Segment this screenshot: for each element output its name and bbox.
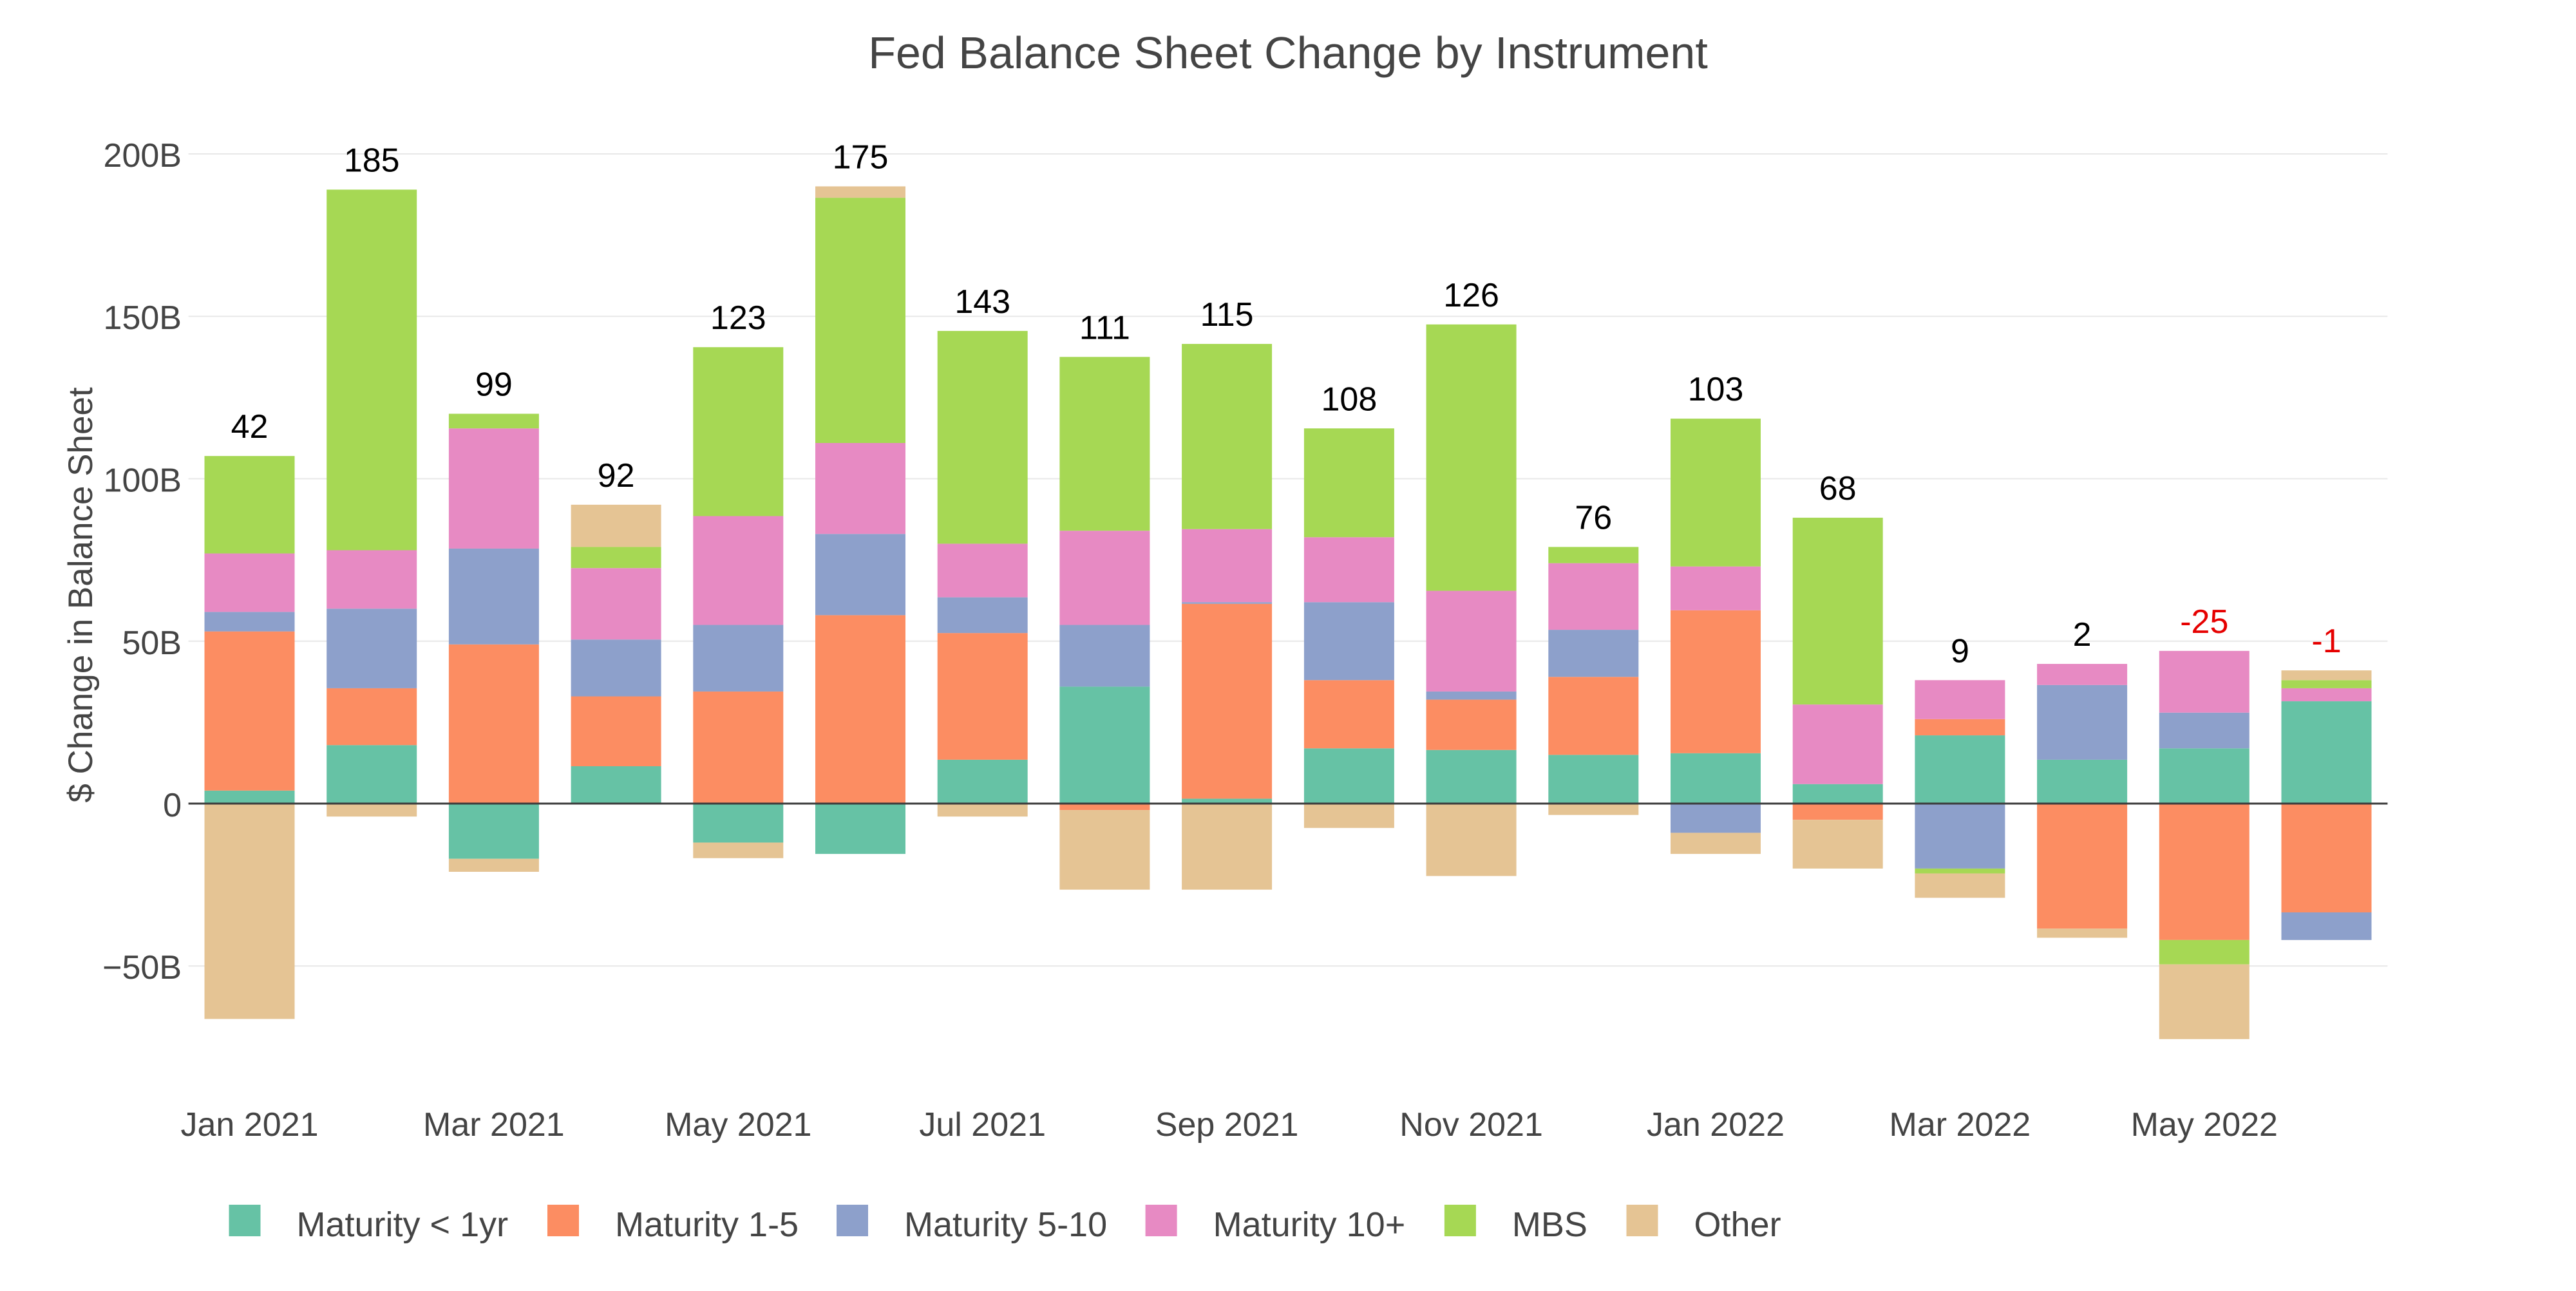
svg-text:Maturity 5-10: Maturity 5-10 bbox=[904, 1205, 1107, 1244]
svg-text:100B: 100B bbox=[104, 462, 182, 500]
svg-text:Mar 2021: Mar 2021 bbox=[423, 1106, 565, 1144]
svg-text:50B: 50B bbox=[122, 625, 182, 662]
svg-text:May 2022: May 2022 bbox=[2131, 1106, 2278, 1144]
svg-text:Jul 2021: Jul 2021 bbox=[919, 1106, 1046, 1144]
svg-text:175: 175 bbox=[833, 139, 889, 176]
svg-text:-1: -1 bbox=[2311, 623, 2341, 660]
svg-text:MBS: MBS bbox=[1512, 1205, 1587, 1244]
svg-text:126: 126 bbox=[1443, 277, 1499, 314]
svg-text:Jan 2022: Jan 2022 bbox=[1647, 1106, 1785, 1144]
svg-text:Sep 2021: Sep 2021 bbox=[1155, 1106, 1299, 1144]
svg-text:150B: 150B bbox=[104, 299, 182, 337]
svg-text:115: 115 bbox=[1200, 296, 1254, 334]
svg-text:2: 2 bbox=[2073, 616, 2092, 654]
svg-text:200B: 200B bbox=[104, 137, 182, 174]
svg-text:143: 143 bbox=[954, 283, 1010, 321]
svg-text:76: 76 bbox=[1575, 499, 1612, 536]
svg-text:0: 0 bbox=[163, 787, 182, 824]
svg-text:Mar 2022: Mar 2022 bbox=[1889, 1106, 2031, 1144]
svg-text:42: 42 bbox=[231, 408, 269, 446]
svg-text:9: 9 bbox=[1951, 632, 1969, 670]
svg-text:123: 123 bbox=[710, 299, 766, 337]
svg-text:99: 99 bbox=[475, 366, 513, 404]
svg-text:108: 108 bbox=[1321, 381, 1378, 418]
svg-text:Maturity 10+: Maturity 10+ bbox=[1213, 1205, 1406, 1244]
svg-text:Maturity < 1yr: Maturity < 1yr bbox=[297, 1205, 509, 1244]
svg-text:$ Change in Balance Sheet: $ Change in Balance Sheet bbox=[62, 387, 100, 803]
svg-text:−50B: −50B bbox=[102, 949, 182, 986]
svg-text:Other: Other bbox=[1694, 1205, 1781, 1244]
svg-text:Fed Balance Sheet Change by In: Fed Balance Sheet Change by Instrument bbox=[868, 28, 1708, 78]
svg-text:Jan 2021: Jan 2021 bbox=[181, 1106, 319, 1144]
svg-text:92: 92 bbox=[598, 457, 635, 495]
svg-text:103: 103 bbox=[1688, 371, 1744, 408]
svg-text:-25: -25 bbox=[2180, 603, 2228, 641]
svg-text:Maturity 1-5: Maturity 1-5 bbox=[615, 1205, 799, 1244]
svg-text:68: 68 bbox=[1819, 470, 1857, 507]
svg-text:Nov 2021: Nov 2021 bbox=[1399, 1106, 1543, 1144]
svg-text:May 2021: May 2021 bbox=[665, 1106, 811, 1144]
svg-text:185: 185 bbox=[344, 142, 400, 180]
svg-text:111: 111 bbox=[1079, 309, 1130, 346]
